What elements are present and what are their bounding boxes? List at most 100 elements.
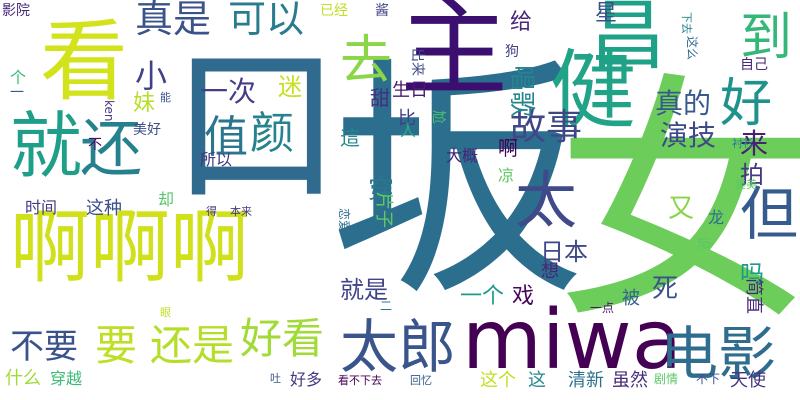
word-shengri: 生日 xyxy=(392,80,428,101)
word-tailang: 太郎 xyxy=(340,313,457,381)
word-suiran: 虽然 xyxy=(612,370,648,391)
word-gou: 狗 xyxy=(505,44,519,60)
word-xiao: 小 xyxy=(135,57,168,95)
word-zhu: 主 xyxy=(400,0,509,111)
word-shenme: 什么 xyxy=(5,368,41,389)
word-yi: 一 xyxy=(10,85,24,101)
word-si: 死 xyxy=(652,274,679,304)
word-yanji: 演技 xyxy=(660,119,717,152)
word-mi: 迷 xyxy=(278,73,302,101)
word-yijing: 已经 xyxy=(320,3,348,19)
word-tu: 吐 xyxy=(270,372,281,385)
word-ziji: 自己 xyxy=(740,57,768,73)
word-xi: 戏 xyxy=(512,284,535,309)
word-ren: 人 xyxy=(400,121,417,140)
word-miwa: miwa xyxy=(462,293,682,388)
word-pai: 拍 xyxy=(740,161,764,189)
word-gushi: 故事 xyxy=(510,107,583,148)
word-huiyi: 回忆 xyxy=(410,374,432,387)
word-you: 又 xyxy=(668,194,695,224)
word-kou: 口 xyxy=(170,25,342,226)
word-tai: 太 xyxy=(515,164,578,237)
word-xing: 星 xyxy=(595,1,618,26)
word-dao: 到 xyxy=(740,8,793,68)
word-lianai: 恋爱 xyxy=(337,208,351,233)
word-aaa: 啊啊啊 xyxy=(10,201,250,294)
word-chang: 昌 xyxy=(590,0,666,80)
word-ban: 坂 xyxy=(330,34,586,331)
word-jian: 健 xyxy=(550,41,636,141)
word-juqing: 剧情 xyxy=(654,372,679,386)
word-bu: 不 xyxy=(88,137,102,153)
word-ma: 吗 xyxy=(740,260,764,288)
word-xiaqu: 下去 xyxy=(680,12,693,34)
word-chuanyue: 穿越 xyxy=(50,369,83,388)
word-yan: 颜 xyxy=(250,108,294,159)
word-er: 二 xyxy=(380,299,393,313)
word-pianzi: 片子 xyxy=(373,192,394,228)
word-yidian: 一点 xyxy=(590,301,615,315)
word-xiang: 想 xyxy=(541,261,559,282)
word-nv: 女 xyxy=(555,54,800,356)
word-zhege: 这个 xyxy=(480,370,516,391)
word-jiang: 酱 xyxy=(375,3,389,19)
word-zhenshi: 真是 xyxy=(135,0,212,41)
word-long: 龙 xyxy=(708,208,725,227)
word-shuo: 说 xyxy=(695,236,711,250)
word-meihao: 美好 xyxy=(133,122,161,138)
word-keyi: 可以 xyxy=(228,0,305,41)
word-haishi: 还是 xyxy=(150,321,235,370)
word-dan: 但 xyxy=(740,180,799,248)
word-yan-eye: 眼 xyxy=(160,306,171,319)
word-dianying: 电影 xyxy=(660,320,777,388)
word-zhe-trad: 這 xyxy=(340,126,360,150)
word-chenshan: 衬衫 xyxy=(732,137,754,150)
word-zhezhong: 这种 xyxy=(86,198,122,219)
word-zhi: 值 xyxy=(204,112,248,163)
word-ken: ken xyxy=(102,100,116,122)
word-qingxin: 清新 xyxy=(568,370,604,391)
word-zhende: 真的 xyxy=(655,87,712,120)
word-shijian: 时间 xyxy=(25,198,58,217)
word-tian: 甜 xyxy=(370,86,390,110)
word-gei: 给 xyxy=(510,10,533,35)
word-jiushi: 就是 xyxy=(340,276,388,304)
word-yige: 一个 xyxy=(460,284,505,309)
word-neng: 能 xyxy=(160,91,171,104)
word-bei: 被 xyxy=(622,288,640,309)
word-zhe: 这 xyxy=(528,370,546,391)
word-hao: 好 xyxy=(720,74,773,134)
word-liang: 凉 xyxy=(498,166,515,185)
word-que: 却 xyxy=(158,190,175,209)
word-de: 得 xyxy=(206,205,217,218)
word-jianzhi: 简直 xyxy=(743,278,764,314)
word-riben: 日本 xyxy=(540,238,588,266)
word-haoduo: 好多 xyxy=(290,370,323,389)
word-yao: 要 xyxy=(95,321,138,370)
word-yici: 一次 xyxy=(200,75,257,108)
word-zheme: 这么 xyxy=(685,36,699,61)
word-a: 啊 xyxy=(498,136,518,160)
word-yingyuan: 影院 xyxy=(2,3,30,19)
word-kan: 看 xyxy=(40,10,129,113)
word-chuan: 穿 xyxy=(368,176,395,206)
word-bi: 比 xyxy=(398,108,416,129)
word-meimei: 美美 xyxy=(735,178,757,191)
word-suoyi: 所以 xyxy=(200,150,233,169)
word-buxia: 不下 xyxy=(696,372,721,386)
word-tianshi: 天使 xyxy=(730,370,766,391)
word-ga: 尬 xyxy=(430,110,446,124)
word-chulai: 出来 xyxy=(409,48,425,76)
word-mei: 妹 xyxy=(133,91,156,116)
word-haokan: 好看 xyxy=(240,314,325,363)
word-qu: 去 xyxy=(340,31,393,91)
word-benlai: 本来 xyxy=(230,205,252,218)
word-jiu: 就 xyxy=(10,104,83,188)
word-changge: 唱歌 xyxy=(506,65,536,118)
word-lai: 来 xyxy=(740,127,769,160)
word-buyao: 不要 xyxy=(10,327,78,367)
word-kanbuxiaqu: 看不下去 xyxy=(338,374,382,387)
word-dagai: 大概 xyxy=(446,146,479,165)
word-ge: 个 xyxy=(10,68,27,87)
